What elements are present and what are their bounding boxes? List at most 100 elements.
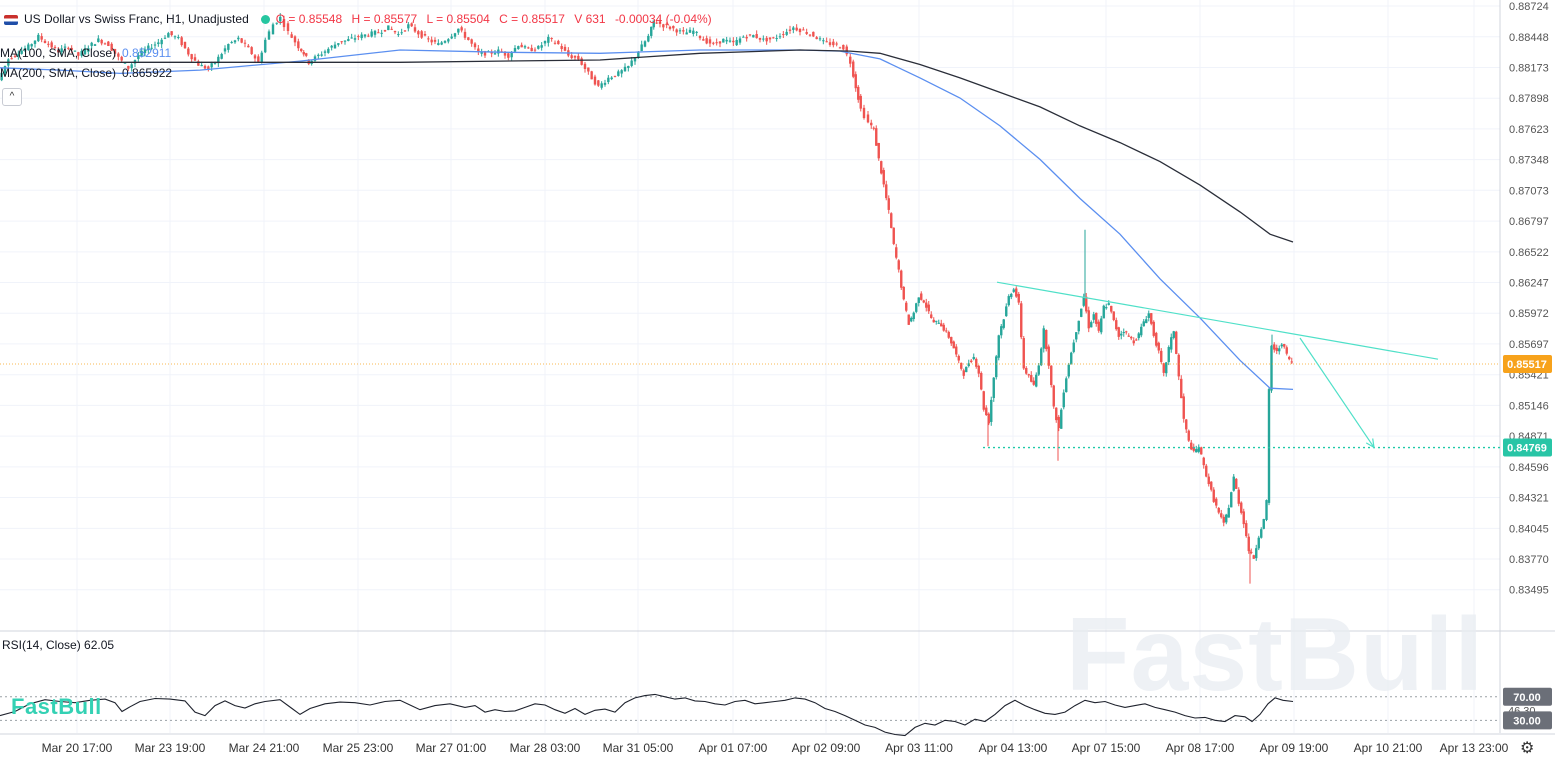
rsi-70-tag: 70.00 (1503, 687, 1552, 706)
candle-body (965, 366, 968, 373)
candle-body (849, 56, 852, 64)
candle-body (695, 31, 698, 33)
candle-body (702, 39, 705, 41)
candle-body (300, 48, 303, 52)
last-price-tag-bg (1503, 355, 1552, 374)
candle-body (1222, 516, 1225, 523)
candle-body (275, 22, 278, 24)
candle-body (975, 358, 978, 367)
candle-body (1065, 378, 1068, 393)
grid (0, 0, 1500, 733)
candle-body (912, 312, 915, 320)
candle-body (1217, 507, 1220, 513)
price-tick-label: 0.87898 (1509, 93, 1549, 105)
candle-body (27, 44, 30, 50)
candle-body (637, 51, 640, 58)
candle-body (877, 142, 880, 159)
candle-body (587, 67, 590, 72)
candle-body (1100, 318, 1103, 333)
candle-body (460, 27, 463, 31)
candle-body (1220, 513, 1223, 518)
candle-body (728, 40, 732, 42)
rsi-legend[interactable]: RSI(14, Close) 62.05 (2, 638, 114, 652)
projection-arrow (1299, 337, 1375, 448)
gear-icon[interactable]: ⚙ (1520, 740, 1535, 757)
candle-body (380, 32, 383, 34)
ma100-legend[interactable]: MA(100, SMA, Close) 0.852911 (0, 44, 177, 62)
rsi-70-tag-bg (1503, 687, 1552, 706)
candle-body (892, 227, 895, 244)
candle-body (410, 23, 413, 27)
candle-body (370, 31, 373, 37)
candle-body (910, 317, 913, 322)
candle-body (403, 30, 407, 32)
candle-body (17, 54, 20, 56)
candle-body (1172, 331, 1175, 338)
collapse-legend-button[interactable]: ^ (2, 88, 22, 106)
candle-body (1105, 307, 1108, 309)
candle-body (3, 65, 7, 74)
ma100-line (0, 49, 1294, 391)
candle-body (872, 127, 875, 129)
candle-body (880, 161, 883, 174)
ma200-legend[interactable]: MA(200, SMA, Close) 0.865922 (0, 64, 178, 82)
candle-body (1197, 447, 1200, 452)
candle-body (772, 37, 775, 39)
candle-body (1267, 389, 1271, 503)
candle-body (775, 38, 778, 40)
candle-body (1092, 314, 1095, 320)
candle-body (10, 58, 13, 60)
candle-body (665, 23, 668, 26)
drawings[interactable] (0, 281, 1500, 449)
candle-body (400, 32, 403, 34)
candle-body (50, 42, 53, 48)
rsi-value: 62.05 (84, 638, 115, 652)
candle-body (812, 31, 815, 37)
candle-body (718, 41, 722, 44)
candle-body (1227, 507, 1230, 518)
ohlc-open: O = 0.85548 (275, 12, 343, 26)
candle-body (818, 38, 822, 40)
time-tick-label: Apr 04 13:00 (979, 741, 1048, 755)
candle-body (1047, 346, 1050, 366)
candle-body (427, 38, 430, 40)
target-price-tag-bg (1503, 438, 1552, 457)
candle-body (1288, 356, 1291, 360)
candle-body (279, 16, 282, 22)
price-tick-label: 0.88173 (1509, 63, 1549, 75)
candle-body (1242, 511, 1245, 525)
candle-body (1115, 320, 1118, 330)
candle-body (103, 43, 107, 45)
candle-body (977, 365, 980, 374)
candle-body (613, 75, 617, 77)
candle-body (1147, 313, 1150, 318)
candle-body (882, 170, 885, 185)
candle-body (778, 36, 782, 38)
candle-body (180, 37, 183, 46)
candle-body (305, 53, 308, 56)
candle-body (267, 31, 271, 40)
candle-body (688, 29, 692, 33)
candle-body (200, 64, 203, 67)
candle-body (925, 302, 928, 308)
candle-body (490, 52, 493, 54)
candle-body (250, 47, 253, 55)
candle-body (80, 50, 83, 56)
moving-averages (0, 49, 1294, 391)
candle-body (1017, 293, 1020, 303)
candle-body (350, 37, 353, 39)
candle-body (517, 46, 520, 50)
candle-body (157, 42, 160, 45)
candle-body (480, 51, 483, 54)
candle-body (732, 40, 735, 43)
candle-body (302, 51, 305, 55)
candle-body (220, 53, 223, 59)
candle-body (1075, 332, 1078, 340)
candle-body (842, 44, 845, 50)
candle-body (140, 50, 143, 56)
candle-body (47, 43, 50, 45)
candle-body (866, 114, 870, 123)
candle-body (927, 304, 930, 312)
